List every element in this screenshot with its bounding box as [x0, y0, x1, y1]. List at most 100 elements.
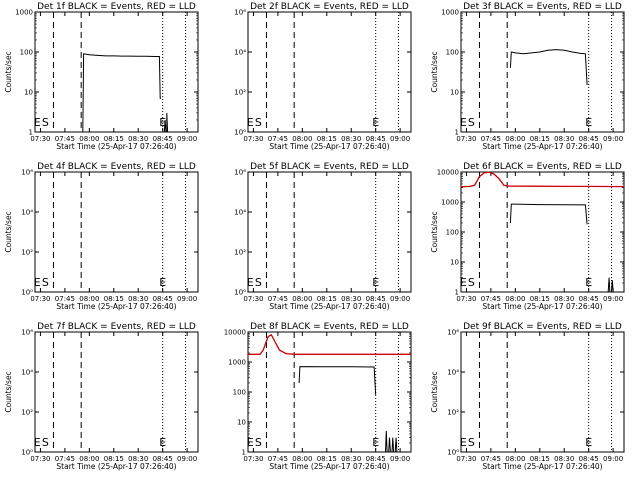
x-tick-label: 08:30: [554, 135, 574, 143]
x-tick-label: 09:00: [603, 295, 623, 303]
x-tick-label: 09:00: [390, 455, 410, 463]
panel-4: Det 4f BLACK = Events, RED = LLD 10⁰ 10² 10…: [4, 162, 199, 311]
y-tick-label: 100: [233, 389, 246, 397]
x-tick-label: 07:30: [456, 455, 476, 463]
y-tick-label: 10: [24, 89, 33, 97]
marker-s: S: [468, 276, 475, 289]
y-tick-label: 10⁰: [21, 289, 33, 297]
events-series-line: [509, 203, 588, 225]
marker-e: E: [159, 276, 166, 289]
x-tick-label: 08:45: [366, 295, 386, 303]
y-tick-label: 10⁶: [447, 329, 459, 337]
x-tick-label: 07:45: [268, 135, 288, 143]
y-tick-label: 10²: [234, 89, 246, 97]
x-tick-label: 07:30: [456, 295, 476, 303]
plot-frame: [460, 171, 625, 293]
y-tick-label: 10⁶: [21, 169, 33, 177]
marker-e: E: [247, 436, 254, 449]
x-tick-label: 08:15: [317, 135, 337, 143]
plot-frame: [34, 171, 199, 293]
marker-s: S: [255, 116, 262, 129]
x-tick-label: 08:45: [579, 135, 599, 143]
x-tick-label: 07:45: [55, 295, 75, 303]
x-tick-label: 08:45: [153, 455, 173, 463]
y-tick-label: 1000: [441, 199, 459, 207]
panel-3: Det 3f BLACK = Events, RED = LLD 1 10 100 10…: [430, 2, 625, 151]
panel-title: Det 1f BLACK = Events, RED = LLD: [37, 2, 196, 12]
x-tick-label: 08:30: [341, 295, 361, 303]
plot-frame: [34, 11, 199, 133]
x-tick-label: 07:30: [30, 135, 50, 143]
x-tick-label: 09:00: [177, 295, 197, 303]
x-tick-label: 08:15: [530, 455, 550, 463]
marker-e: E: [460, 276, 467, 289]
panel-title: Det 7f BLACK = Events, RED = LLD: [37, 322, 196, 332]
x-tick-label: 08:45: [579, 295, 599, 303]
x-tick-label: 07:45: [481, 455, 501, 463]
y-tick-label: 1000: [228, 359, 246, 367]
x-tick-label: 08:00: [505, 455, 525, 463]
y-axis-label: Counts/sec: [430, 371, 439, 412]
x-tick-label: 08:00: [292, 455, 312, 463]
x-tick-label: 07:30: [30, 295, 50, 303]
lld-series-line: [460, 171, 625, 188]
x-tick-label: 07:45: [55, 135, 75, 143]
marker-e: E: [34, 276, 41, 289]
x-tick-label: 09:00: [390, 295, 410, 303]
x-tick-label: 08:00: [79, 135, 99, 143]
marker-e: E: [247, 116, 254, 129]
y-tick-label: 10⁴: [21, 209, 33, 217]
x-tick-label: 07:45: [481, 295, 501, 303]
marker-e: E: [372, 116, 379, 129]
x-tick-label: 09:00: [390, 135, 410, 143]
x-tick-label: 07:30: [243, 455, 263, 463]
panel-2: Det 2f BLACK = Events, RED = LLD 10⁰ 10² 10…: [234, 2, 412, 151]
marker-e: E: [159, 116, 166, 129]
plot-frame: [34, 331, 199, 453]
marker-e: E: [585, 436, 592, 449]
x-tick-label: 07:45: [55, 455, 75, 463]
y-tick-label: 10²: [447, 409, 459, 417]
x-axis-label: Start Time (25-Apr-17 07:26:40): [56, 142, 176, 151]
x-tick-label: 08:00: [505, 135, 525, 143]
panel-6: Det 6f BLACK = Events, RED = LLD 1 10 100 10…: [430, 162, 625, 311]
x-tick-label: 08:00: [79, 295, 99, 303]
y-axis-label: Counts/sec: [430, 51, 439, 92]
y-tick-label: 10⁴: [21, 369, 33, 377]
marker-e: E: [460, 436, 467, 449]
panel-title: Det 9f BLACK = Events, RED = LLD: [463, 322, 622, 332]
x-tick-label: 08:45: [153, 295, 173, 303]
panel-title: Det 3f BLACK = Events, RED = LLD: [463, 2, 622, 12]
x-tick-label: 08:00: [505, 295, 525, 303]
y-tick-label: 10: [450, 89, 459, 97]
panel-title: Det 2f BLACK = Events, RED = LLD: [250, 2, 409, 12]
panel-7: Det 7f BLACK = Events, RED = LLD 10⁰ 10² 10…: [4, 322, 199, 471]
x-tick-label: 08:00: [292, 295, 312, 303]
y-tick-label: 10⁰: [447, 449, 459, 457]
x-tick-label: 08:15: [317, 295, 337, 303]
x-tick-label: 07:30: [243, 295, 263, 303]
y-tick-label: 1: [455, 129, 459, 137]
events-series-line: [163, 119, 167, 133]
x-axis-label: Start Time (25-Apr-17 07:26:40): [482, 462, 602, 471]
marker-e: E: [372, 276, 379, 289]
plot-frame: [247, 11, 412, 133]
panel-title: Det 8f BLACK = Events, RED = LLD: [250, 322, 409, 332]
y-tick-label: 10²: [234, 249, 246, 257]
x-tick-label: 08:15: [530, 295, 550, 303]
y-tick-label: 100: [446, 229, 459, 237]
events-series-line: [385, 430, 398, 453]
panel-8: Det 8f BLACK = Events, RED = LLD 1 10 100 10…: [224, 322, 412, 471]
x-axis-label: Start Time (25-Apr-17 07:26:40): [56, 302, 176, 311]
y-tick-label: 10⁶: [234, 9, 246, 17]
x-tick-label: 09:00: [177, 135, 197, 143]
x-tick-label: 08:15: [104, 455, 124, 463]
panel-title: Det 6f BLACK = Events, RED = LLD: [463, 162, 622, 172]
marker-s: S: [255, 436, 262, 449]
x-tick-label: 07:45: [481, 135, 501, 143]
x-tick-label: 08:30: [554, 295, 574, 303]
marker-s: S: [468, 436, 475, 449]
events-series-line: [607, 277, 614, 293]
plot-frame: [460, 331, 625, 453]
x-tick-label: 07:30: [456, 135, 476, 143]
